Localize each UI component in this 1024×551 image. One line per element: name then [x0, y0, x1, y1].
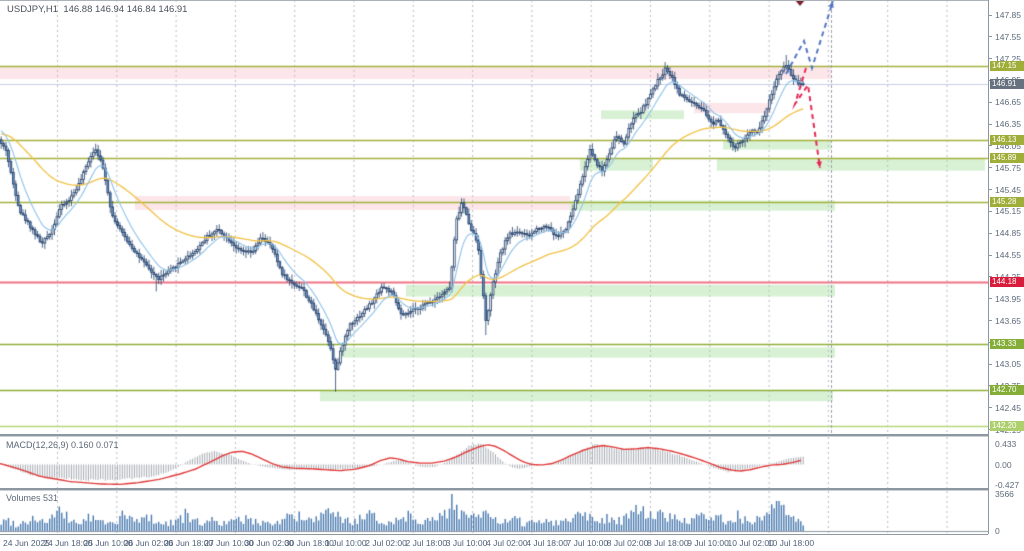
time-label: 30 Jun 18:00	[284, 538, 334, 548]
price-tick-label: 146.65	[995, 97, 1021, 108]
time-label: 10 Jul 18:00	[767, 538, 815, 548]
price-tick-mark	[989, 145, 992, 147]
price-tick-mark	[989, 210, 992, 212]
price-tick-label: 142.45	[995, 402, 1021, 413]
time-label: 10 Jul 02:00	[727, 538, 774, 548]
time-label: 9 Jul 10:00	[687, 538, 729, 548]
volumes-indicator-label: Volumes 531	[6, 493, 59, 503]
price-level-label: 142.20	[990, 420, 1024, 431]
price-tick-mark	[989, 101, 992, 103]
price-tick-mark	[989, 320, 992, 321]
volume-axis-label: 0	[995, 526, 1000, 536]
price-tick-mark	[989, 298, 992, 300]
price-tick-mark	[989, 14, 992, 16]
price-tick-label: 145.45	[995, 184, 1021, 195]
time-label: 4 Jul 02:00	[486, 538, 528, 548]
price-tick-mark	[989, 276, 992, 278]
time-label: 24 Jun 2025	[3, 538, 50, 548]
macd-panel-canvas[interactable]	[0, 437, 988, 488]
price-tick-mark	[989, 407, 992, 409]
time-label: 4 Jul 18:00	[526, 538, 568, 548]
volumes-panel-canvas[interactable]	[0, 491, 988, 534]
time-label: 7 Jul 10:00	[566, 538, 609, 548]
panel-separator[interactable]	[0, 488, 988, 491]
price-tick-label: 146.35	[995, 119, 1021, 130]
time-label: 26 Jun 18:00	[164, 538, 214, 548]
price-tick-label: 144.85	[995, 228, 1021, 239]
price-tick-label: 147.85	[995, 10, 1021, 20]
price-tick-label: 143.05	[995, 359, 1021, 370]
price-level-label: 143.33	[990, 338, 1024, 349]
price-tick-label: 147.55	[995, 31, 1021, 42]
time-label: 24 Jun 18:00	[43, 538, 93, 548]
price-tick-mark	[989, 189, 992, 191]
time-label: 2 Jul 18:00	[405, 538, 448, 548]
panel-separator[interactable]	[0, 434, 988, 437]
chart-title-ohlc: USDJPY,H1 146.88 146.94 146.84 146.91	[7, 4, 188, 15]
price-level-label: 145.89	[990, 152, 1024, 163]
time-label: 27 Jun 10:00	[204, 538, 254, 548]
time-label: 2 Jul 02:00	[365, 538, 407, 548]
time-label: 3 Jul 10:00	[445, 538, 488, 548]
price-tick-label: 147.25	[995, 53, 1021, 64]
price-tick-label: 143.65	[995, 315, 1021, 326]
time-label: 8 Jul 18:00	[647, 538, 689, 548]
price-tick-mark	[989, 58, 992, 60]
price-level-label: 142.70	[990, 384, 1024, 395]
time-label: 8 Jul 02:00	[606, 538, 649, 548]
macd-axis-label: 0.00	[995, 459, 1012, 470]
price-tick-mark	[989, 123, 992, 125]
macd-axis-label: 0.433	[995, 439, 1017, 450]
price-level-label: 146.13	[990, 135, 1024, 146]
price-tick-label: 146.05	[995, 140, 1021, 151]
price-tick-label: 144.55	[995, 250, 1021, 261]
price-tick-mark	[989, 167, 992, 169]
price-tick-label: 145.75	[995, 162, 1021, 173]
price-tick-mark	[989, 363, 992, 365]
price-tick-label: 144.25	[995, 272, 1021, 282]
time-label: 1 Jul 10:00	[325, 538, 367, 548]
price-tick-label: 145.15	[995, 206, 1021, 217]
price-tick-mark	[989, 254, 992, 256]
chart-top-border	[0, 0, 1024, 1]
price-tick-label: 143.95	[995, 293, 1021, 304]
price-axis[interactable]: 147.85147.55147.25146.95146.65146.35146.…	[988, 0, 1024, 536]
price-level-label: 147.15	[990, 60, 1024, 71]
macd-axis-label: -0.427	[995, 479, 1020, 490]
macd-indicator-label: MACD(12,26,9) 0.160 0.071	[6, 440, 119, 450]
price-tick-mark	[989, 232, 992, 234]
volume-axis-label: 3566	[995, 489, 1014, 499]
current-price-label: 146.91	[990, 78, 1024, 89]
price-level-label: 145.28	[990, 196, 1024, 207]
price-level-label: 144.18	[990, 276, 1024, 287]
price-tick-mark	[989, 36, 992, 38]
price-chart-canvas[interactable]	[0, 0, 988, 434]
time-label: 26 Jun 02:00	[123, 538, 173, 548]
time-label: 25 Jun 10:00	[83, 538, 133, 548]
time-axis[interactable]: 24 Jun 2025 24 Jun 18:00 25 Jun 10:00 26 Ju…	[0, 535, 1024, 551]
time-label: 30 Jun 02:00	[244, 538, 294, 548]
